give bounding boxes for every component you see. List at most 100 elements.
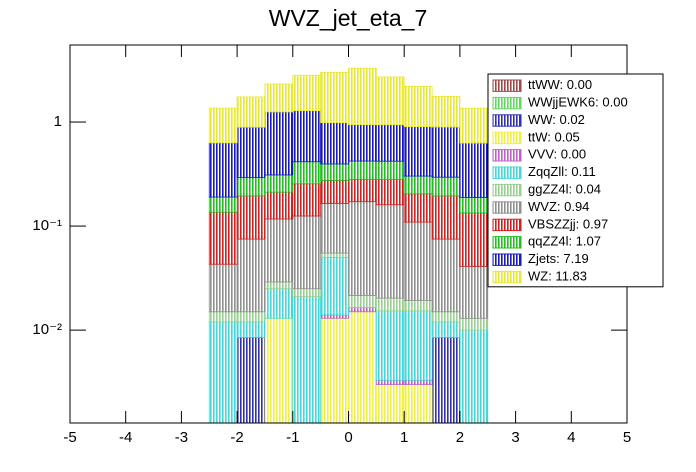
histogram-bar	[403, 193, 433, 223]
x-tick-label: 5	[623, 429, 631, 446]
legend-label: ZqqZll: 0.11	[528, 164, 596, 179]
histogram-bar	[320, 203, 349, 254]
histogram-bar	[459, 142, 489, 198]
histogram-bar	[208, 311, 238, 323]
histogram-bar	[320, 314, 349, 319]
histogram-bar	[403, 379, 433, 385]
x-tick-label: 1	[400, 429, 408, 446]
histogram-bar	[403, 221, 433, 301]
legend-swatch	[492, 96, 522, 110]
histogram-bar	[431, 95, 461, 128]
histogram-bar	[459, 212, 489, 267]
histogram-bar	[459, 107, 489, 144]
histogram-bar	[208, 321, 238, 423]
histogram-bar	[264, 191, 294, 220]
legend-swatch	[492, 270, 522, 284]
histogram-bar	[208, 211, 238, 265]
legend-swatch	[492, 79, 522, 92]
histogram-bar	[236, 337, 266, 423]
histogram-bar	[292, 288, 322, 297]
histogram-bar	[348, 311, 377, 423]
histogram-bar	[320, 317, 349, 423]
chart-title: WVZ_jet_eta_7	[269, 5, 428, 31]
histogram-bar	[375, 204, 405, 299]
histogram-bar	[403, 85, 433, 128]
legend-label: ggZZ4l: 0.04	[528, 182, 601, 197]
histogram-bar	[292, 161, 322, 185]
histogram-bar	[431, 337, 461, 423]
legend-label: VVV: 0.00	[528, 147, 586, 162]
histogram-bar	[459, 329, 489, 423]
histogram-bar	[236, 321, 266, 338]
legend-swatch	[492, 218, 522, 232]
histogram-bar	[459, 317, 489, 331]
histogram-bar	[375, 384, 405, 423]
histogram-bar	[292, 74, 322, 112]
x-tick-label: 3	[511, 429, 519, 446]
histogram-bar	[236, 238, 266, 313]
legend-label: WW: 0.02	[528, 112, 585, 127]
histogram-bar	[459, 265, 489, 319]
histogram-bar	[431, 311, 461, 323]
x-tick-label: -5	[63, 429, 76, 446]
histogram-bar	[320, 122, 349, 165]
legend-swatch	[492, 236, 522, 249]
histogram-bar	[208, 107, 238, 144]
histogram-bar	[375, 297, 405, 312]
histogram-bar	[236, 311, 266, 323]
histogram-bar	[403, 384, 433, 423]
histogram-bar	[348, 178, 377, 203]
histogram-bar	[292, 296, 322, 423]
legend-swatch	[492, 166, 522, 179]
plot-area	[208, 67, 489, 423]
legend-swatch	[492, 131, 522, 145]
histogram-bar	[348, 67, 377, 126]
histogram-bar	[403, 300, 433, 312]
histogram-bar	[236, 96, 266, 128]
legend-box	[487, 73, 664, 288]
histogram-bar	[208, 196, 238, 213]
legend-label: WZ: 11.83	[528, 269, 587, 284]
histogram-bar	[236, 126, 266, 179]
histogram-bar	[375, 179, 405, 206]
histogram-bar	[375, 379, 405, 385]
histogram-bar	[348, 160, 377, 180]
histogram-bar	[403, 126, 433, 177]
legend-swatch	[492, 201, 522, 214]
histogram-bar	[403, 175, 433, 195]
histogram-bar	[403, 310, 433, 381]
x-tick-label: -1	[286, 429, 299, 446]
x-tick-label: 4	[567, 429, 575, 446]
histogram-bar	[264, 111, 294, 176]
x-tick-label: -4	[119, 429, 132, 446]
histogram-bar	[459, 197, 489, 214]
histogram-bar	[292, 215, 322, 290]
x-tick-label: -2	[230, 429, 243, 446]
y-tick-label: 10⁻¹	[32, 217, 62, 234]
x-tick-label: 0	[344, 429, 352, 446]
histogram-bar	[236, 195, 266, 240]
y-tick-label: 1	[54, 113, 62, 130]
histogram-bar	[236, 177, 266, 197]
histogram-bar	[320, 163, 349, 181]
histogram-bar	[431, 195, 461, 240]
histogram-bar	[320, 179, 349, 204]
legend-label: WVZ: 0.94	[528, 199, 589, 214]
histogram-bar	[264, 288, 294, 319]
histogram-bar	[264, 317, 294, 423]
histogram-bar	[264, 83, 294, 113]
legend-swatch	[492, 183, 522, 197]
legend-label: ttWW: 0.00	[528, 77, 592, 92]
legend-swatch	[492, 253, 522, 266]
histogram-bar	[264, 174, 294, 193]
histogram-bar	[375, 310, 405, 381]
histogram-bar	[431, 176, 461, 197]
x-tick-label: 2	[456, 429, 464, 446]
legend-label: ttW: 0.05	[528, 129, 580, 144]
legend-label: qqZZ4l: 1.07	[528, 234, 601, 249]
histogram-bar	[431, 238, 461, 313]
histogram-bar	[431, 126, 461, 178]
histogram-bar	[208, 263, 238, 313]
